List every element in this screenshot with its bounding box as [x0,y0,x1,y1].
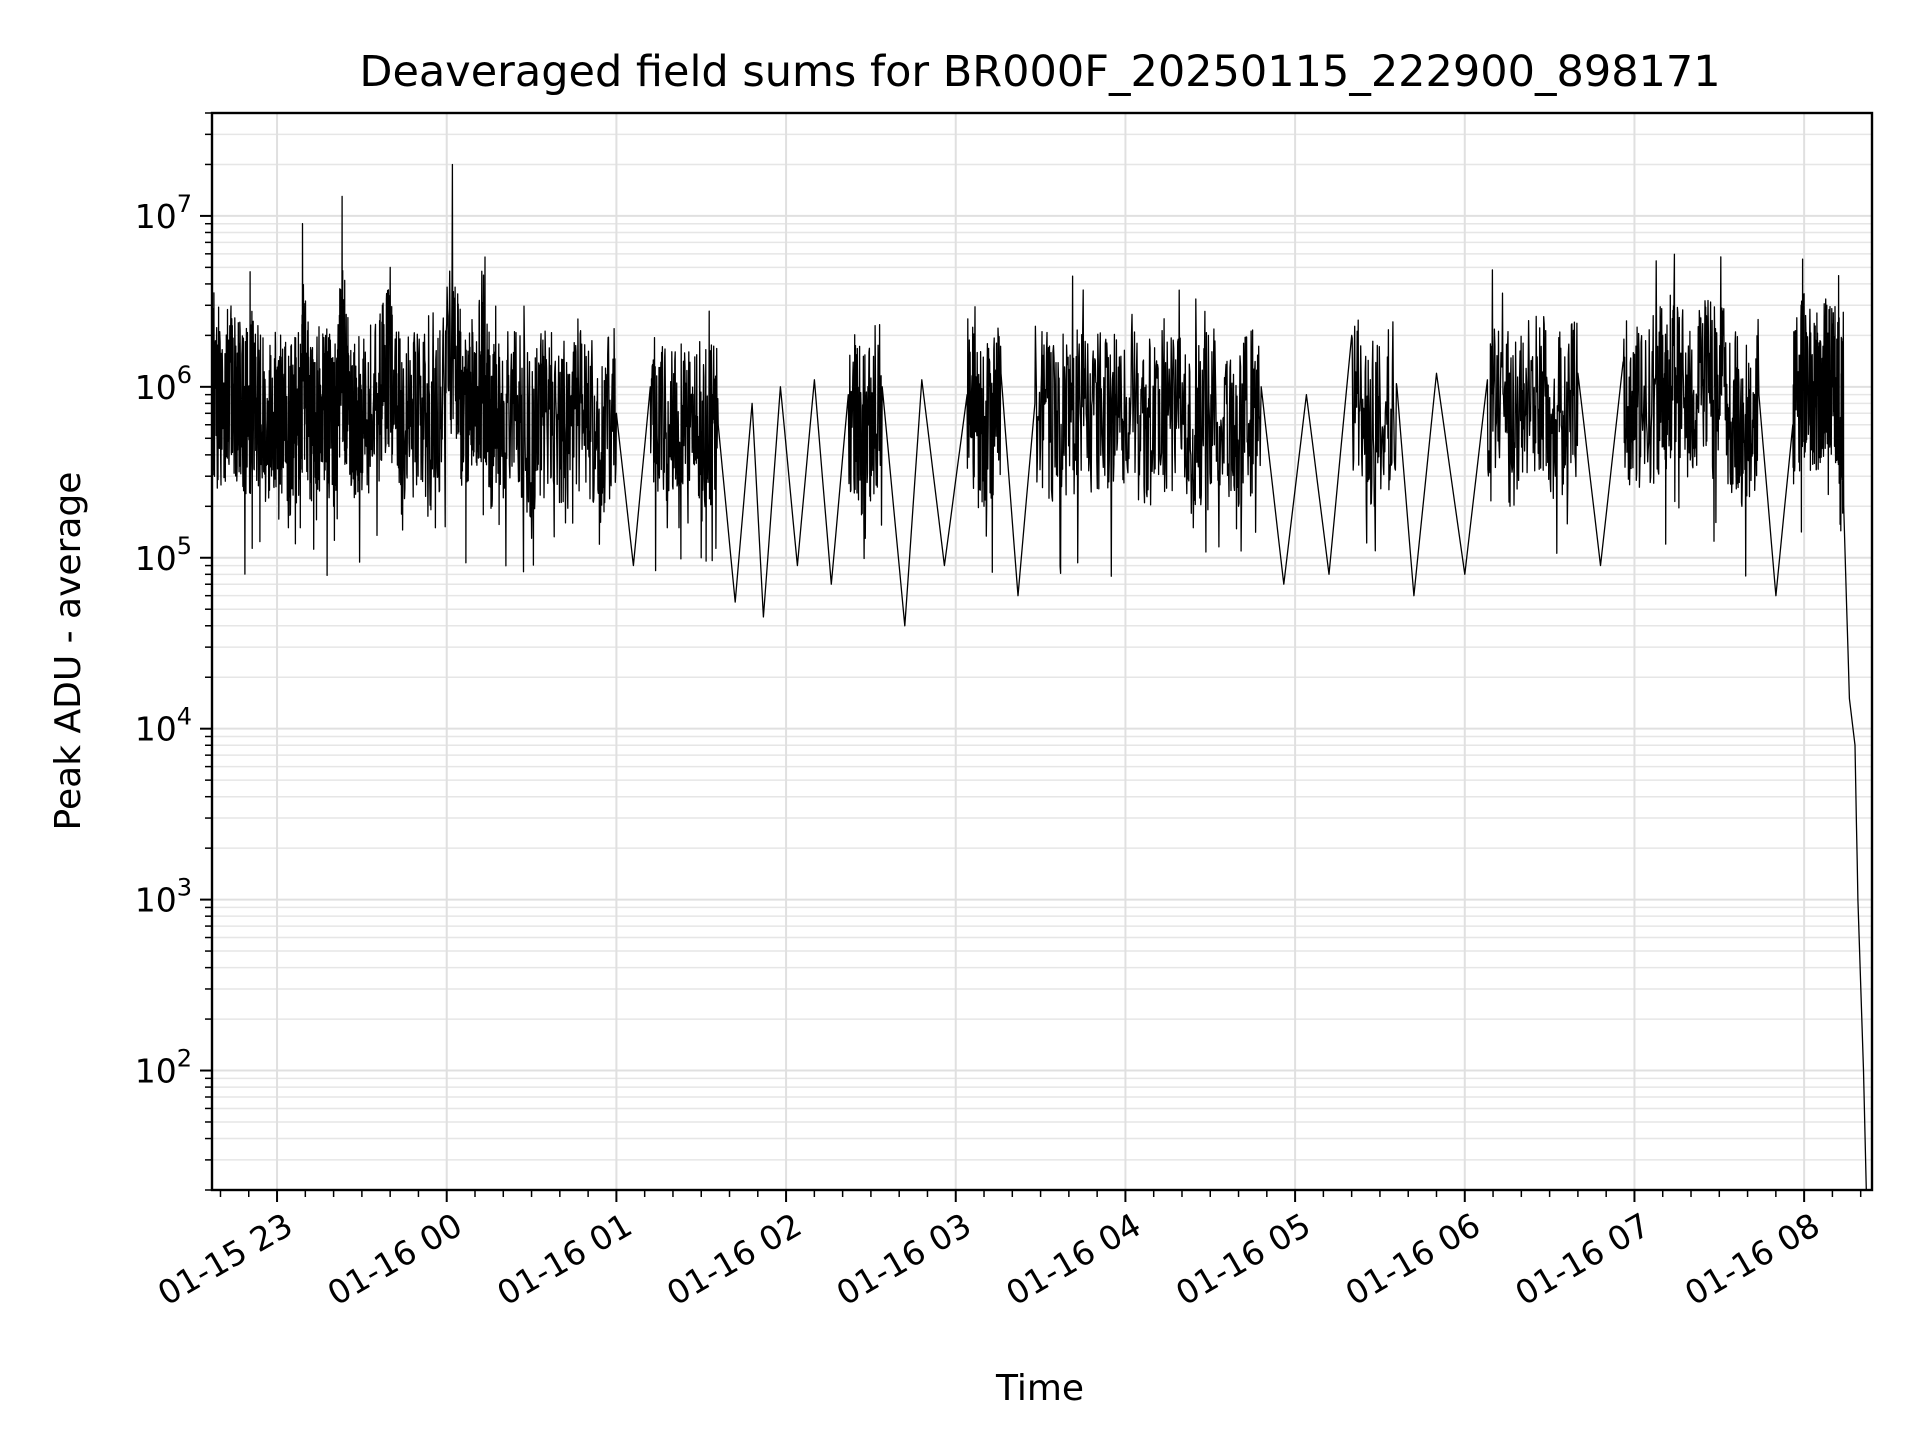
y-tick-label: 106 [135,361,192,407]
grid-lines [212,112,1872,1191]
y-tick-label: 103 [135,874,192,920]
y-axis: 102 103 104 105 106 107 [135,112,212,1191]
series-line [211,163,1867,1191]
chart-title: Deaveraged field sums for BR000F_2025011… [359,47,1720,97]
y-tick-label: 104 [135,703,192,749]
plot-frame [210,111,1874,1192]
series-group [211,163,1867,1191]
x-axis-label: Time [995,1368,1084,1409]
y-tick-label: 102 [135,1045,192,1091]
y-tick-label: 107 [135,190,192,236]
y-axis-label: Peak ADU - average [48,472,89,831]
y-tick-label: 105 [135,532,192,578]
